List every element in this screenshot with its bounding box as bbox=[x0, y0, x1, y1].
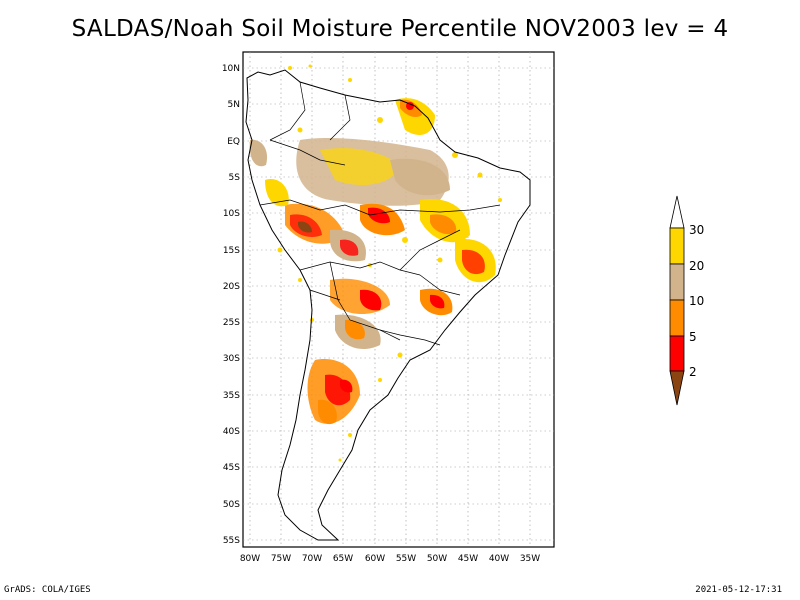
map-frame bbox=[242, 51, 555, 548]
colorbar-segment-30 bbox=[669, 227, 685, 265]
footer-timestamp: 2021-05-12-17:31 bbox=[695, 585, 782, 595]
lat-label: 15S bbox=[223, 246, 240, 256]
lat-label: 45S bbox=[223, 463, 240, 473]
colorbar-segment-10 bbox=[669, 299, 685, 337]
map-title: SALDAS/Noah Soil Moisture Percentile NOV… bbox=[71, 16, 729, 42]
lat-label: 20S bbox=[223, 282, 240, 292]
lat-label: 5S bbox=[229, 173, 241, 183]
lon-label: 40W bbox=[489, 554, 509, 564]
lat-label: 35S bbox=[223, 391, 240, 401]
colorbar-top-arrow bbox=[669, 195, 685, 229]
soil-moisture-field bbox=[249, 64, 502, 462]
grid-lines bbox=[243, 52, 554, 547]
colorbar-segment-5 bbox=[669, 335, 685, 372]
colorbar-label: 30 bbox=[689, 223, 704, 237]
colorbar-label: 10 bbox=[689, 294, 704, 308]
lon-label: 45W bbox=[458, 554, 478, 564]
lon-label: 75W bbox=[271, 554, 291, 564]
colorbar-label: 2 bbox=[689, 365, 697, 379]
lat-label: 55S bbox=[223, 536, 240, 546]
lon-labels: 80W 75W 70W 65W 60W 55W 50W 45W 40W 35W bbox=[240, 554, 540, 564]
lat-label: 10N bbox=[222, 64, 240, 74]
lon-label: 35W bbox=[520, 554, 540, 564]
lat-labels: 10N 5N EQ 5S 10S 15S 20S 25S 30S 35S 40S… bbox=[222, 64, 240, 546]
colorbar bbox=[669, 195, 685, 406]
lon-label: 80W bbox=[240, 554, 260, 564]
colorbar-labels: 30 20 10 5 2 bbox=[689, 223, 704, 379]
lon-label: 60W bbox=[365, 554, 385, 564]
colorbar-bottom-arrow bbox=[669, 370, 685, 406]
lon-label: 65W bbox=[333, 554, 353, 564]
lat-label: 50S bbox=[223, 500, 240, 510]
lon-label: 55W bbox=[396, 554, 416, 564]
lat-label: 25S bbox=[223, 318, 240, 328]
footer-credit: GrADS: COLA/IGES bbox=[4, 585, 91, 595]
continent-outline bbox=[245, 69, 531, 541]
lat-label: 10S bbox=[223, 209, 240, 219]
country-borders bbox=[259, 81, 501, 346]
lat-label: 5N bbox=[228, 100, 240, 110]
lat-label: 30S bbox=[223, 354, 240, 364]
colorbar-label: 20 bbox=[689, 259, 704, 273]
colorbar-label: 5 bbox=[689, 330, 697, 344]
lon-label: 50W bbox=[427, 554, 447, 564]
lon-label: 70W bbox=[302, 554, 322, 564]
colorbar-segment-20 bbox=[669, 263, 685, 301]
lat-label: 40S bbox=[223, 427, 240, 437]
lat-label: EQ bbox=[227, 137, 240, 147]
